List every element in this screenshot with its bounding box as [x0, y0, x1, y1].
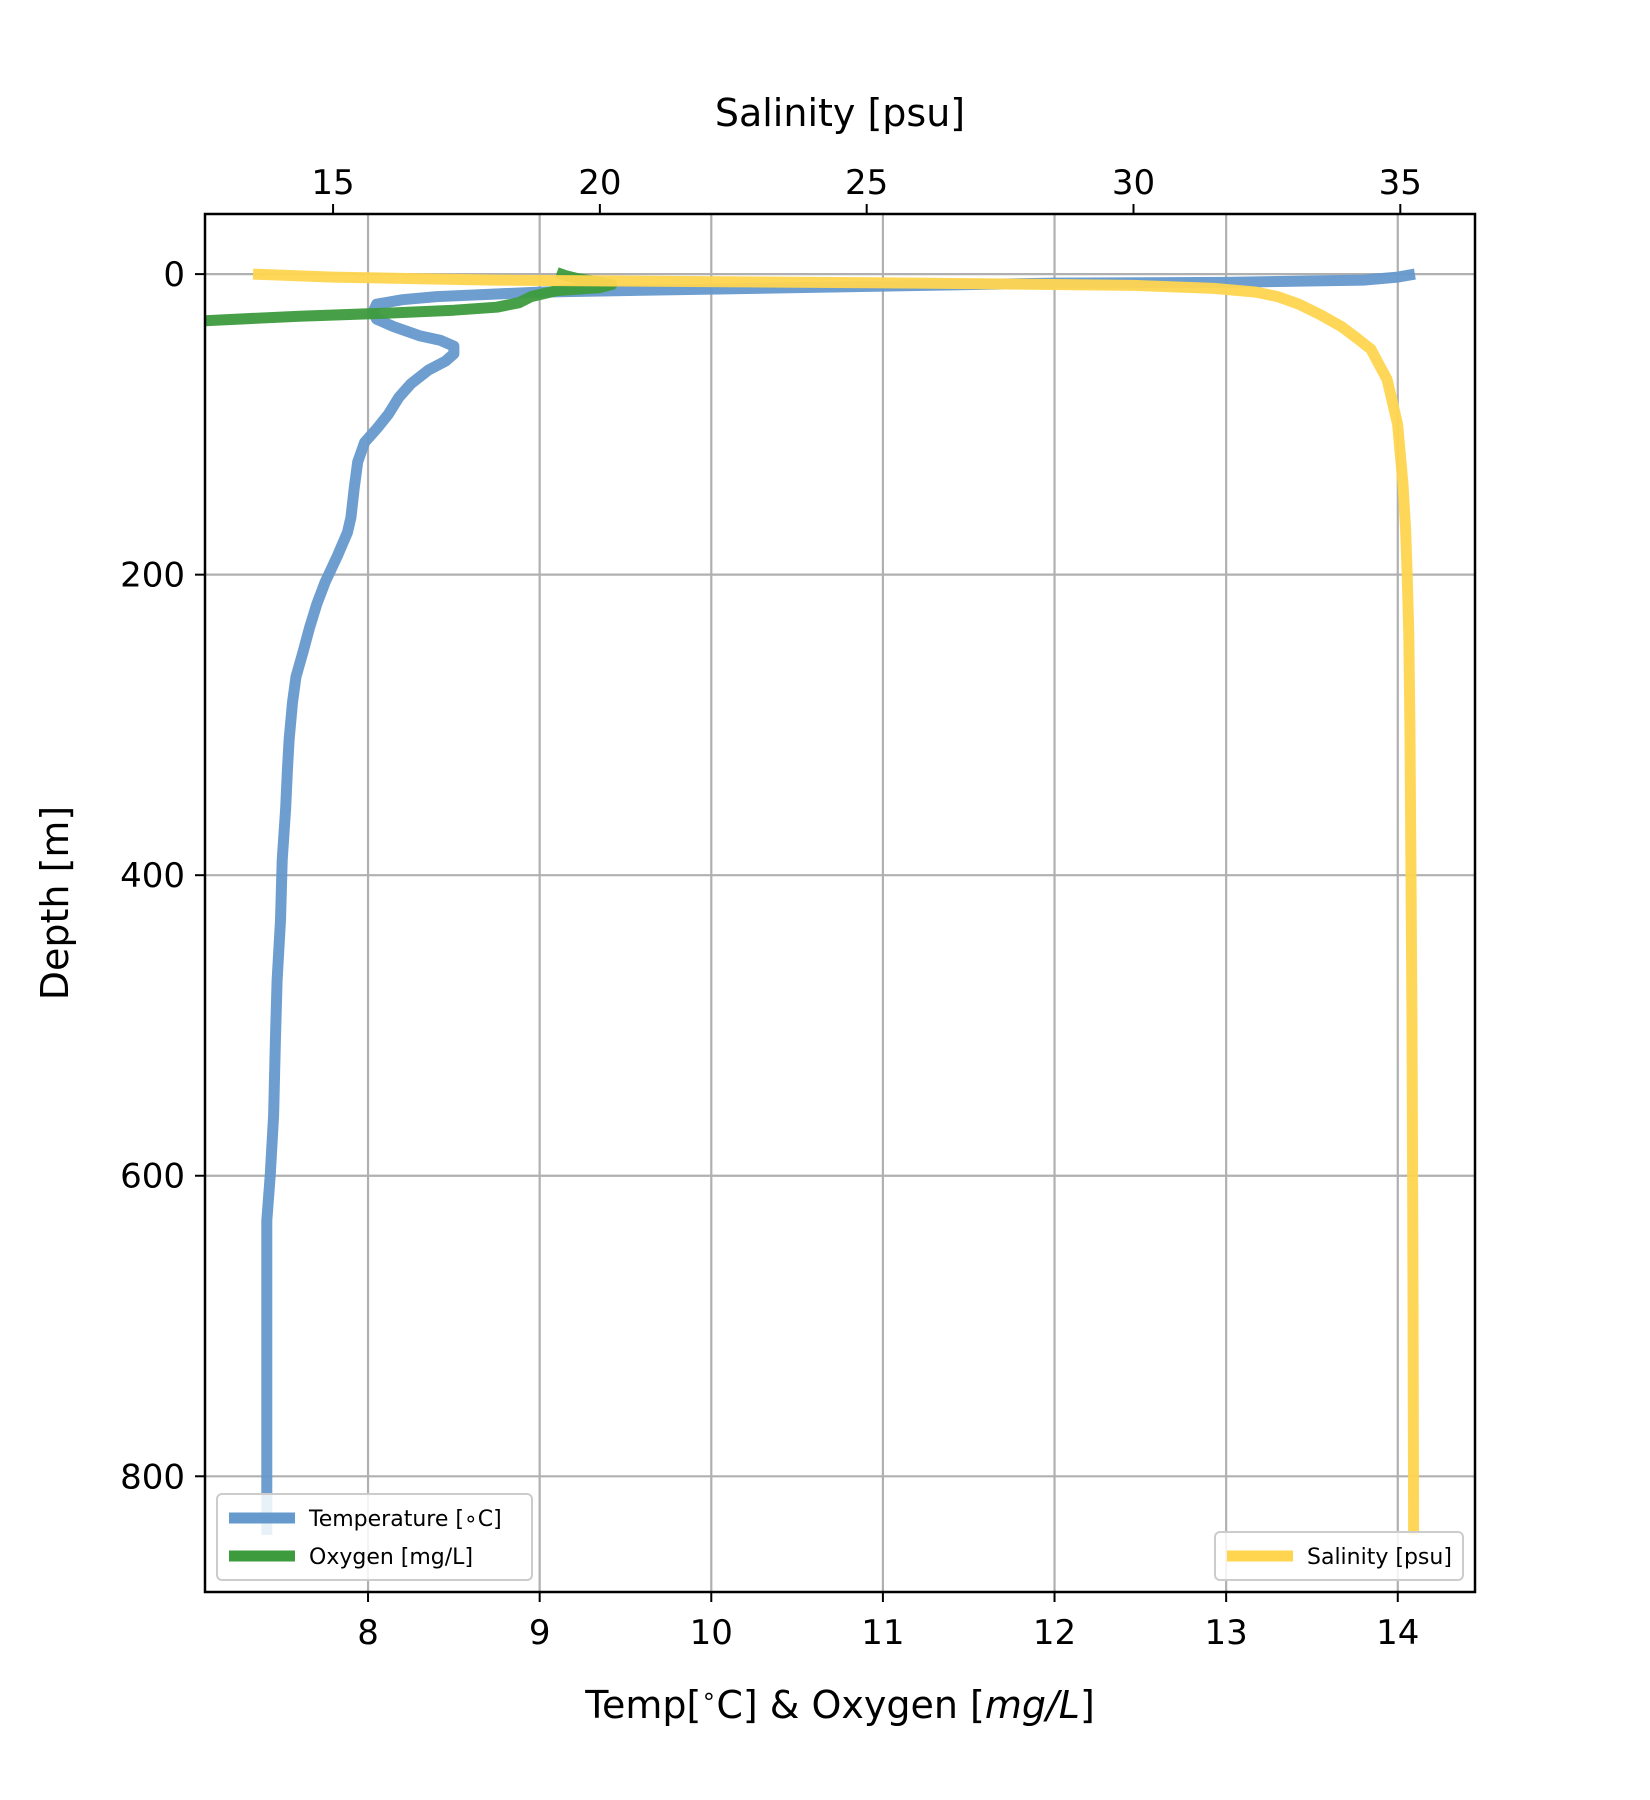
depth-tick-label: 200: [120, 556, 185, 596]
axis-title-suffix: ]: [1080, 1683, 1095, 1727]
salinity-axis: 15 20 25 30 35: [311, 163, 1422, 214]
top-tick-label: 25: [845, 163, 888, 203]
salinity-legend-label: Salinity [psu]: [1307, 1545, 1452, 1570]
top-tick-label: 35: [1379, 163, 1422, 203]
top-tick-label: 15: [311, 163, 354, 203]
depth-axis: 0 200 400 600 800: [120, 255, 205, 1497]
axis-title-mid: C] & Oxygen [: [716, 1683, 985, 1727]
bottom-tick-label: 12: [1033, 1613, 1076, 1653]
bottom-tick-label: 10: [690, 1613, 733, 1653]
depth-tick-label: 600: [120, 1157, 185, 1197]
temperature-oxygen-axis-title: Temp[∘C] & Oxygen [mg/L]: [584, 1682, 1095, 1727]
salinity-line: [252, 268, 1420, 1535]
top-tick-label: 20: [578, 163, 621, 203]
legend-temperature-oxygen: Temperature [∘C] Oxygen [mg/L]: [216, 1493, 533, 1581]
grid: [205, 214, 1475, 1592]
bottom-tick-label: 11: [861, 1613, 904, 1653]
salinity-axis-title: Salinity [psu]: [715, 91, 965, 135]
legend-frame: [216, 1493, 533, 1581]
depth-tick-label: 800: [120, 1457, 185, 1497]
depth-axis-title: Depth [m]: [33, 806, 77, 1001]
axis-title-prefix: Temp[: [584, 1683, 701, 1727]
temperature-oxygen-axis: 8 9 10 11 12 13 14: [357, 1592, 1419, 1653]
series-lines: [205, 267, 1420, 1535]
bottom-tick-label: 8: [357, 1613, 379, 1653]
bottom-tick-label: 9: [529, 1613, 551, 1653]
oxygen-legend-label: Oxygen [mg/L]: [309, 1545, 473, 1570]
plot-frame: [203, 212, 1477, 1594]
bottom-tick-label: 14: [1376, 1613, 1419, 1653]
axis-title-unit: mg/L: [985, 1683, 1080, 1727]
temperature-legend-label: Temperature [∘C]: [308, 1507, 502, 1532]
legend-frame: [1214, 1531, 1464, 1581]
bottom-tick-label: 13: [1205, 1613, 1248, 1653]
temperature-line: [261, 268, 1416, 1535]
depth-tick-label: 400: [120, 856, 185, 896]
degree-symbol: ∘: [701, 1682, 716, 1710]
depth-tick-label: 0: [163, 255, 185, 295]
legend-salinity: Salinity [psu]: [1214, 1531, 1464, 1581]
top-tick-label: 30: [1112, 163, 1155, 203]
